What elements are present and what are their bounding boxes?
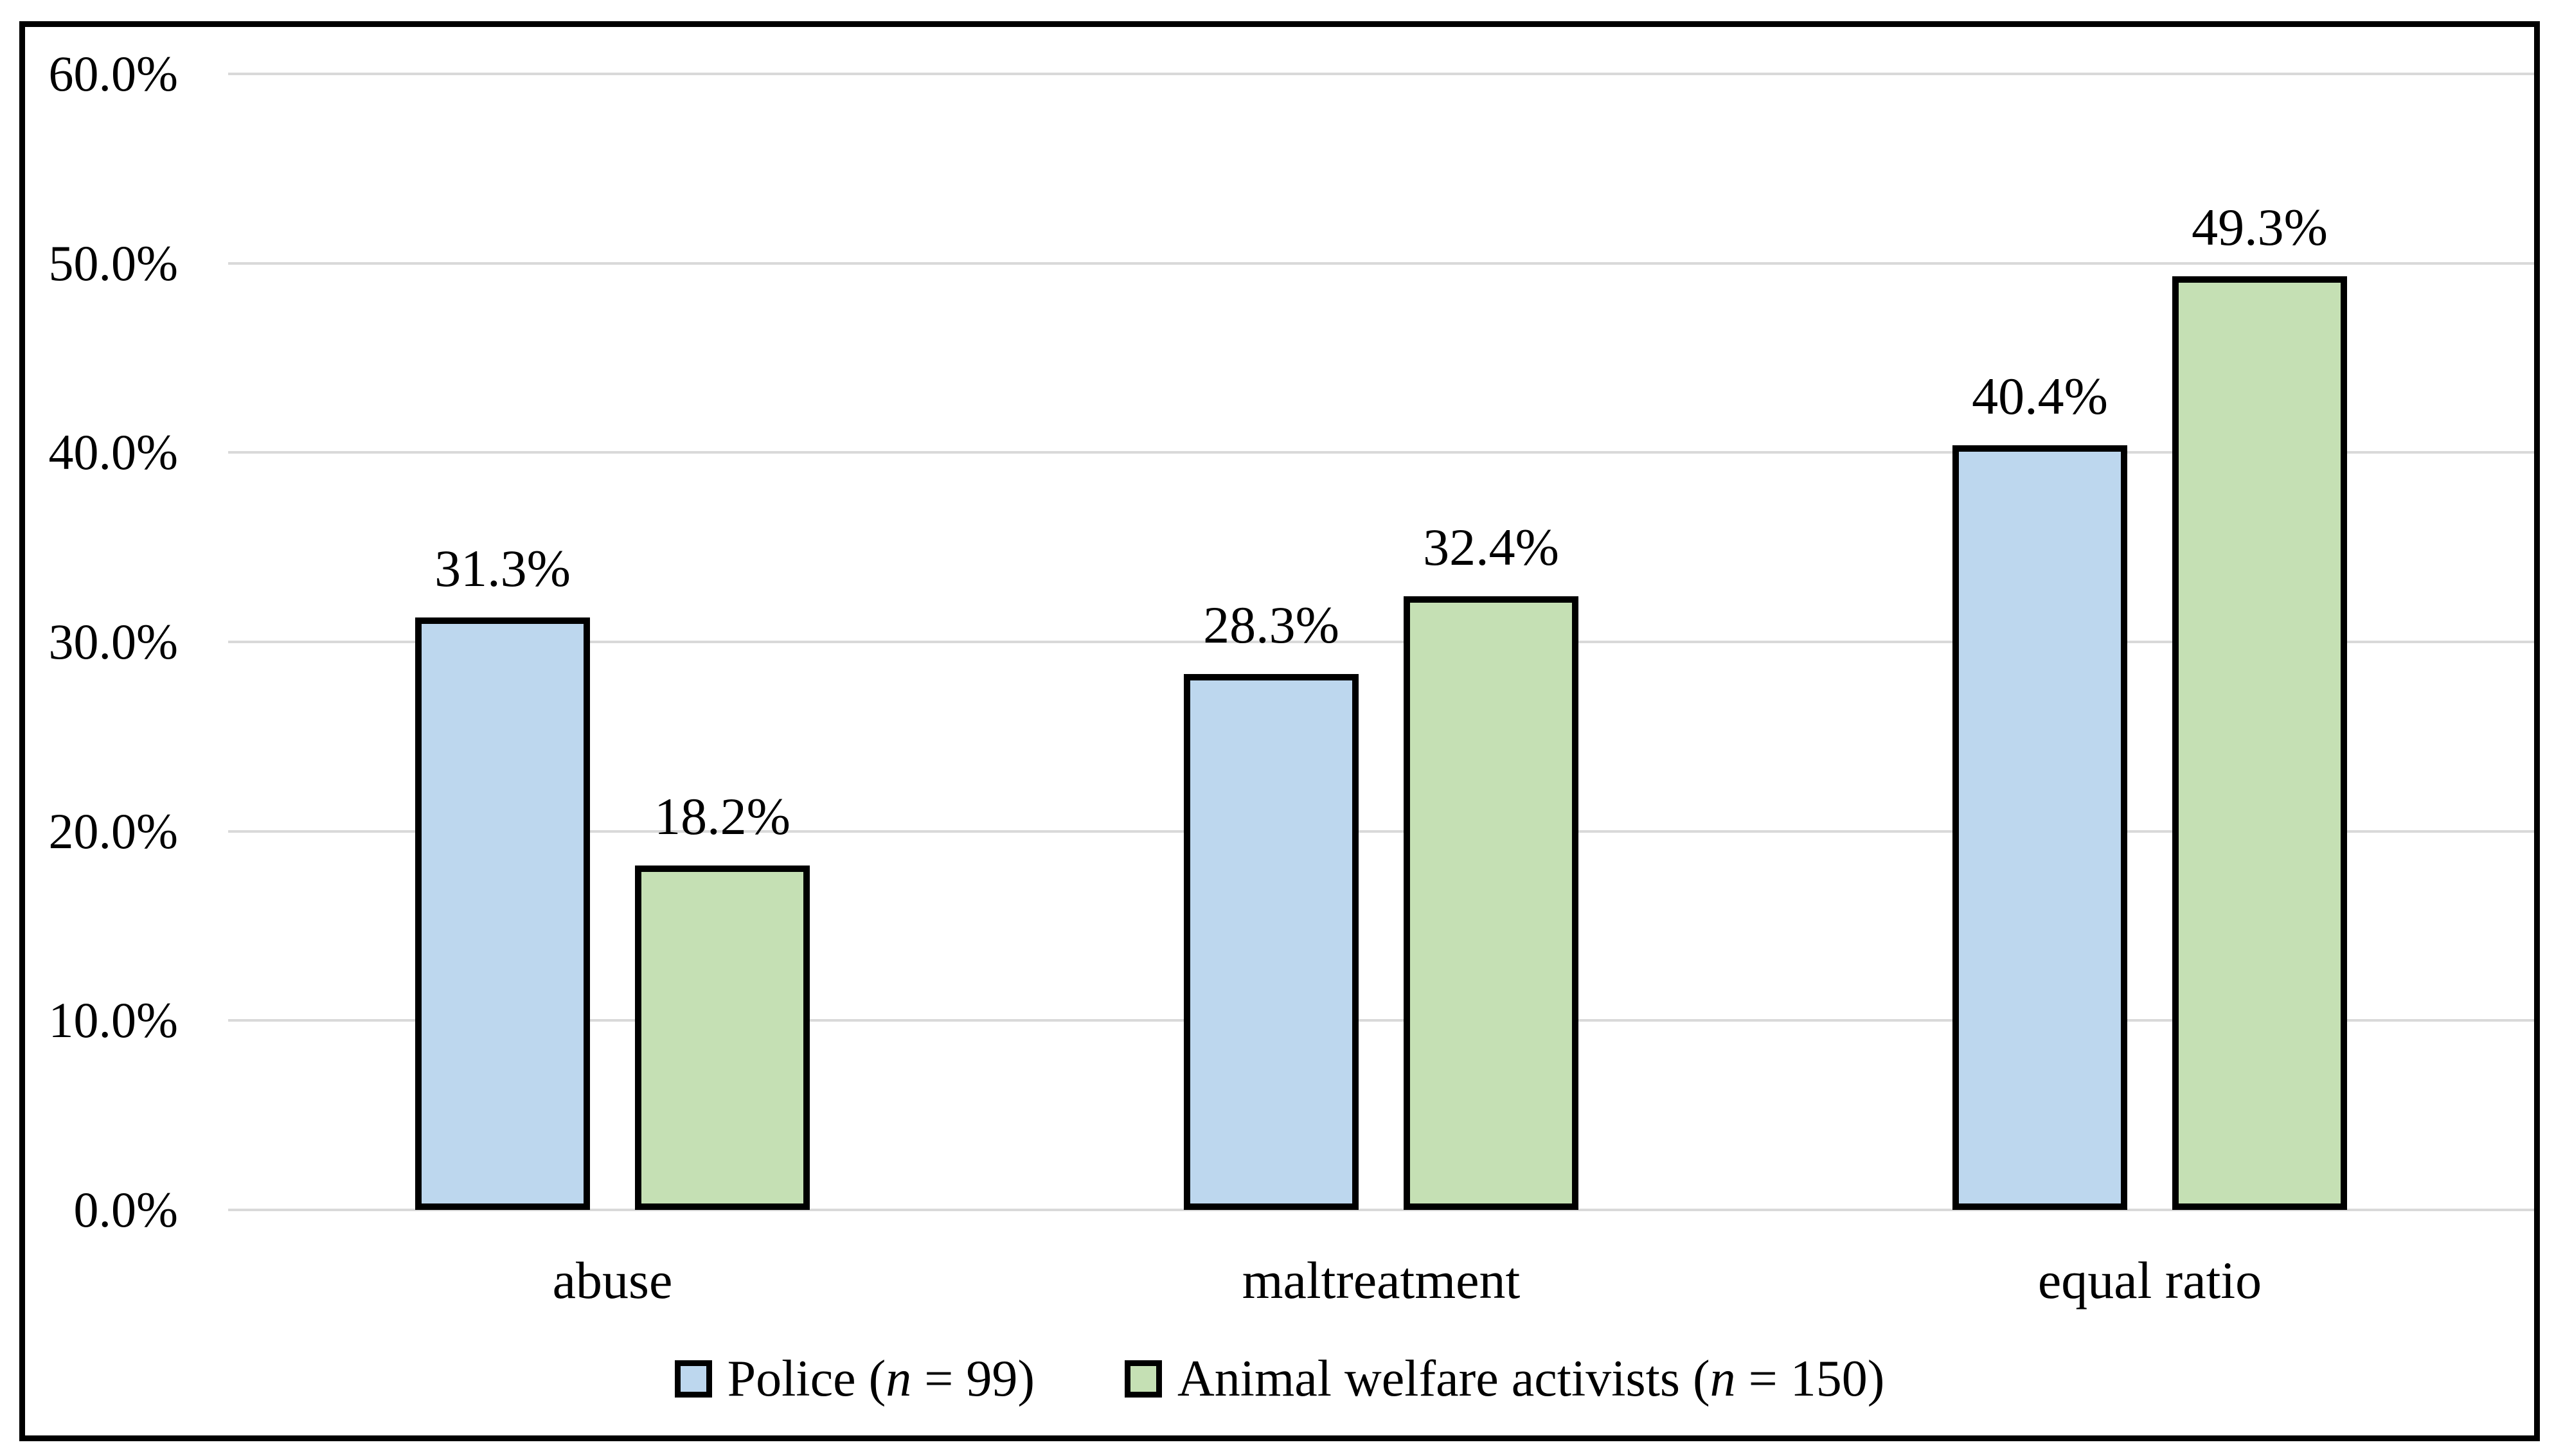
legend-swatch-police [674,1360,712,1398]
y-tick-label-50-0: 50.0% [48,235,178,291]
gridline-10 [228,1019,2534,1022]
gridline-50 [228,262,2534,265]
y-tick-label-40-0: 40.0% [48,424,178,481]
bar-value-label-police-abuse: 31.3% [434,538,571,598]
bar-value-label-police-maltreatment: 28.3% [1203,596,1339,655]
gridline-30 [228,641,2534,643]
bar-wrap-animal-welfare-activists-equal-ratio: 49.3% [2172,74,2347,1210]
bar-police-maltreatment [1184,674,1359,1210]
bar-wrap-animal-welfare-activists-maltreatment: 32.4% [1404,74,1578,1210]
y-tick-label-60-0: 60.0% [48,46,178,102]
bar-animal-welfare-activists-maltreatment [1404,596,1578,1210]
bar-police-equal-ratio [1952,445,2127,1210]
gridline-20 [228,830,2534,833]
legend: Police (n = 99) Animal welfare activists … [25,1347,2534,1411]
bar-value-label-animal-welfare-activists-maltreatment: 32.4% [1423,518,1559,577]
y-tick-label-30-0: 30.0% [48,614,178,670]
x-category-label-abuse: abuse [552,1251,673,1310]
legend-label-police: Police (n = 99) [727,1351,1035,1407]
bar-wrap-police-equal-ratio: 40.4% [1952,74,2127,1210]
bar-value-label-animal-welfare-activists-equal-ratio: 49.3% [2192,198,2328,257]
plot-area [228,73,2534,1211]
bar-wrap-animal-welfare-activists-abuse: 18.2% [635,74,810,1210]
bar-group-maltreatment: 28.3% 32.4% [997,74,1765,1210]
x-category-label-maltreatment: maltreatment [1242,1251,1521,1310]
bar-group-abuse: 31.3% 18.2% [228,74,997,1210]
legend-item-animal-welfare-activists: Animal welfare activists (n = 150) [1125,1347,1884,1411]
legend-label-animal-welfare-activists: Animal welfare activists (n = 150) [1177,1351,1885,1407]
legend-swatch-animal-welfare-activists [1125,1360,1162,1398]
bar-wrap-police-maltreatment: 28.3% [1184,74,1359,1210]
y-tick-label-0-0: 0.0% [73,1182,178,1238]
bar-animal-welfare-activists-abuse [635,865,810,1210]
bar-animal-welfare-activists-equal-ratio [2172,276,2347,1210]
chart-frame: 0.0% 10.0% 20.0% 30.0% 40.0% 50.0% 60.0% 31.3%… [19,21,2540,1441]
y-tick-label-10-0: 10.0% [48,992,178,1049]
gridline-40 [228,451,2534,454]
gridline-0 [228,1209,2534,1211]
legend-item-police: Police (n = 99) [674,1347,1035,1411]
gridline-60 [228,73,2534,75]
x-category-label-equal-ratio: equal ratio [2037,1251,2262,1310]
bar-value-label-animal-welfare-activists-abuse: 18.2% [654,786,790,846]
y-tick-label-20-0: 20.0% [48,803,178,859]
bar-value-label-police-equal-ratio: 40.4% [1972,366,2108,425]
bar-police-abuse [415,617,590,1210]
bar-group-equal-ratio: 40.4% 49.3% [1765,74,2534,1210]
bar-wrap-police-abuse: 31.3% [415,74,590,1210]
